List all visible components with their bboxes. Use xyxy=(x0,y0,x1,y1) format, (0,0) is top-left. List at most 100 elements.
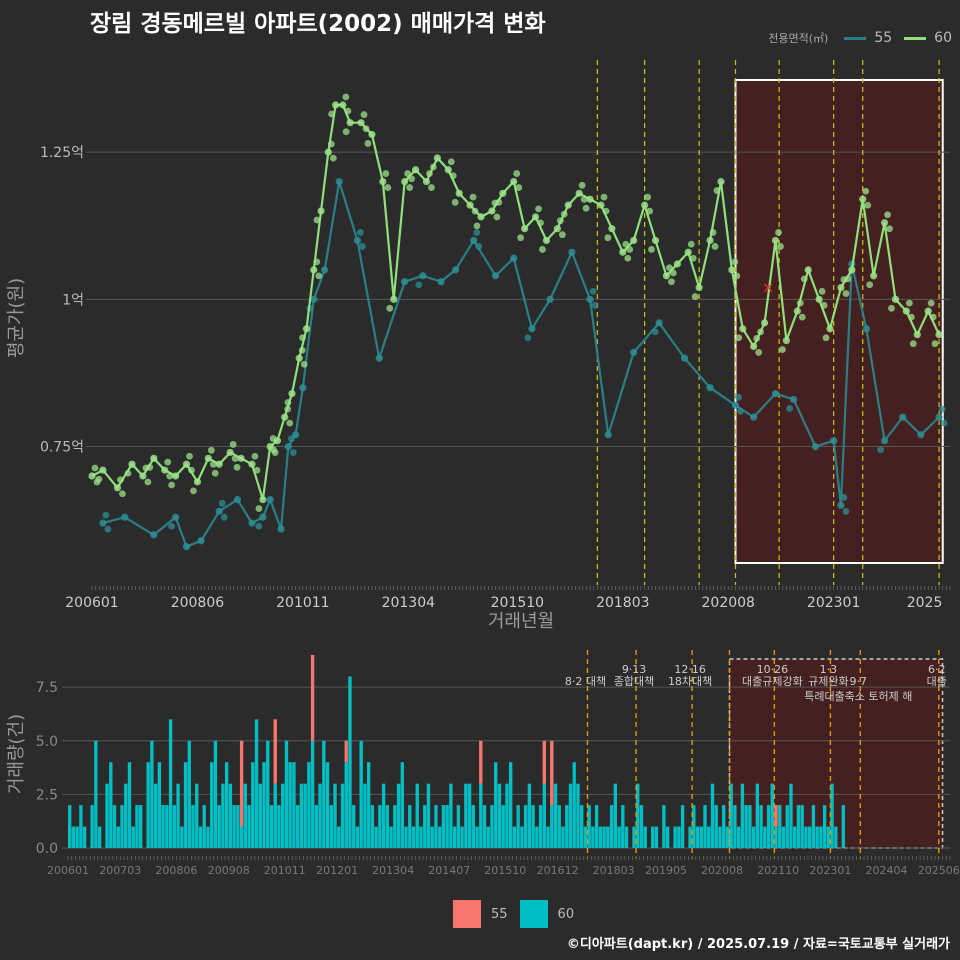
data-point-55 xyxy=(437,278,445,286)
data-point-55 xyxy=(266,495,274,504)
data-point-55 xyxy=(830,437,838,445)
bar-x-tick-label: 202301 xyxy=(809,864,851,877)
legend-line-55 xyxy=(844,36,867,40)
bar-60 xyxy=(759,805,763,848)
bar-60 xyxy=(677,826,681,848)
data-point-60 xyxy=(161,466,169,474)
bar-60 xyxy=(778,805,782,848)
policy-label: 10·26 xyxy=(757,663,789,676)
data-point-60 xyxy=(644,193,652,201)
data-point-55 xyxy=(220,513,228,521)
data-point-55 xyxy=(104,525,112,533)
bar-60 xyxy=(135,805,139,848)
bar-60 xyxy=(822,805,827,848)
data-point-60 xyxy=(93,478,101,486)
bar-60 xyxy=(109,762,113,848)
data-point-60 xyxy=(913,331,921,339)
bar-60 xyxy=(553,783,558,848)
data-point-55 xyxy=(880,437,889,445)
bar-60 xyxy=(576,783,580,848)
bar-60 xyxy=(243,783,248,848)
x-tick-label: 201803 xyxy=(596,595,649,611)
bar-60 xyxy=(120,805,124,848)
bar-60 xyxy=(393,805,397,848)
bar-y-tick-label: 7.5 xyxy=(36,680,58,696)
data-point-60 xyxy=(237,454,245,462)
data-point-55 xyxy=(451,266,460,274)
bar-60 xyxy=(266,740,270,848)
policy-label: 특례대출축소 토허제 해 xyxy=(804,689,912,703)
data-point-55 xyxy=(358,243,366,250)
bar-60 xyxy=(187,740,191,848)
data-point-55 xyxy=(935,413,943,421)
bar-60 xyxy=(153,783,158,848)
data-point-55 xyxy=(524,334,532,342)
policy-label: 종합대책 xyxy=(614,675,654,688)
data-point-55 xyxy=(375,354,383,362)
data-point-60 xyxy=(537,219,544,227)
data-point-60 xyxy=(288,389,296,398)
bar-60 xyxy=(695,826,700,848)
bar-60 xyxy=(251,762,255,848)
bar-60 xyxy=(475,826,479,848)
data-point-60 xyxy=(651,236,660,245)
data-point-60 xyxy=(929,313,937,321)
data-point-60 xyxy=(327,140,335,148)
data-point-60 xyxy=(837,283,845,292)
bar-60 xyxy=(176,783,180,848)
bar-60 xyxy=(613,783,618,848)
bar-60 xyxy=(568,783,573,848)
data-point-60 xyxy=(91,464,99,472)
data-point-60 xyxy=(757,328,764,336)
data-point-60 xyxy=(888,304,895,312)
legend-line-60 xyxy=(904,36,927,40)
data-point-60 xyxy=(429,163,437,171)
policy-label: 대출규제강화 xyxy=(742,675,803,688)
data-point-60 xyxy=(597,201,605,209)
bar-60 xyxy=(550,805,554,848)
bar-60 xyxy=(434,805,438,848)
bar-60 xyxy=(116,826,120,848)
series-line-55 xyxy=(102,181,940,549)
data-point-60 xyxy=(209,460,217,468)
data-point-55 xyxy=(415,281,423,289)
data-point-60 xyxy=(469,193,477,201)
bar-60 xyxy=(811,805,816,848)
bar-60 xyxy=(423,805,427,848)
bar-60 xyxy=(643,826,647,848)
data-point-60 xyxy=(384,184,392,191)
bar-60 xyxy=(523,805,528,848)
bar-60 xyxy=(254,719,259,848)
bar-60 xyxy=(445,805,449,848)
bar-60 xyxy=(557,805,561,848)
bar-60 xyxy=(415,783,419,848)
bar-60 xyxy=(527,783,532,848)
x-tick-label: 2025 xyxy=(907,595,943,611)
bar-60 xyxy=(602,826,606,848)
bar-60 xyxy=(75,826,79,848)
bar-60 xyxy=(385,805,390,848)
bar-60 xyxy=(262,762,266,848)
bar-60 xyxy=(292,762,296,848)
data-point-55 xyxy=(277,525,285,533)
data-point-60 xyxy=(553,225,561,233)
bar-60 xyxy=(314,805,319,848)
bar-legend: 55 60 xyxy=(453,900,586,928)
bar-60 xyxy=(363,783,367,848)
data-point-60 xyxy=(344,107,352,115)
bar-60 xyxy=(210,762,214,848)
data-point-55 xyxy=(786,405,794,412)
data-point-60 xyxy=(231,455,239,462)
data-point-60 xyxy=(521,225,529,233)
bar-60 xyxy=(281,783,285,848)
data-point-60 xyxy=(271,449,279,456)
policy-label: 1·3 xyxy=(820,663,838,676)
data-point-60 xyxy=(796,299,804,307)
data-point-55 xyxy=(356,229,364,236)
x-tick-label: 201304 xyxy=(382,595,436,611)
bar-x-tick-label: 202110 xyxy=(757,864,799,877)
bar-60 xyxy=(198,826,203,848)
bar-60 xyxy=(665,826,670,848)
bar-60 xyxy=(396,783,401,848)
data-point-60 xyxy=(299,334,306,342)
